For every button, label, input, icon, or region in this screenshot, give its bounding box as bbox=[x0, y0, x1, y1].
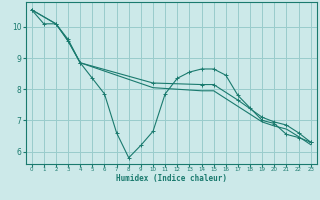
X-axis label: Humidex (Indice chaleur): Humidex (Indice chaleur) bbox=[116, 174, 227, 183]
